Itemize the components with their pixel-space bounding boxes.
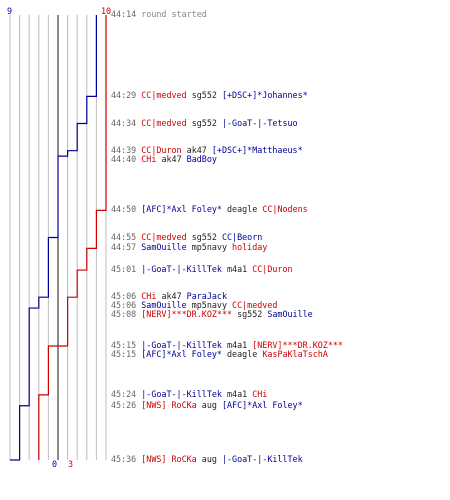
kill-feed-entry: 45:24 |-GoaT-|-KillTek m4a1 CHi [111,388,268,399]
victim-name: CC|Nodens [262,204,308,215]
kill-feed-entry: 45:06 CHi ak47 ParaJack [111,292,227,301]
victim-name: |-GoaT-|-Tetsuo [221,117,298,128]
victim-name: holiday [232,242,268,253]
weapon-name: m4a1 [227,388,248,399]
killer-name: [AFC]*Axl Foley* [141,204,222,215]
blue-team-alive-line [10,15,98,461]
kill-feed-entry: 44:34 CC|medved sg552 |-GoaT-|-Tetsuo [111,117,298,128]
kill-feed-entry: 44:55 CC|medved sg552 CC|Beorn [111,231,263,242]
team-alive-lines [10,15,107,461]
victim-name: CC|medved [232,300,278,311]
weapon-name: aug [201,399,217,410]
kill-feed-entry: 45:36 [NWS] RoCKa aug |-GoaT-|-KillTek [111,455,303,464]
victim-name: CHi [252,388,268,399]
kill-feed-entry: 44:57 SamOuille mp5navy holiday [111,243,267,252]
killer-name: |-GoaT-|-KillTek [141,264,222,275]
victim-name: [NERV]***DR.KOZ*** [252,340,343,351]
kill-feed-entry: 45:01 |-GoaT-|-KillTek m4a1 CC|Duron [111,265,293,274]
victim-name: CC|Duron [252,264,293,275]
killer-name: SamOuille [141,242,187,253]
kill-feed-entry: 44:39 CC|Duron ak47 [+DSC+]*Matthaeus* [111,144,303,155]
weapon-name: deagle [227,349,258,360]
weapon-name: sg552 [191,231,217,242]
red-team-start-count: 10 [101,6,112,16]
event-time: 45:24 [111,388,137,399]
killer-name: [NWS] RoCKa [141,399,197,410]
killer-name: CC|medved [141,231,187,242]
event-time: 45:06 [111,291,137,302]
event-time: 44:40 [111,153,137,164]
victim-name: [AFC]*Axl Foley* [221,399,303,410]
weapon-name: sg552 [191,90,217,101]
victim-name: [+DSC+]*Matthaeus* [211,144,303,155]
killer-name: [NERV]***DR.KOZ*** [141,309,233,320]
event-time: 44:39 [111,144,137,155]
event-time: 45:01 [111,264,137,275]
kill-feed-entry: 44:40 CHi ak47 BadBoy [111,153,217,164]
event-time: 45:26 [111,399,137,410]
blue-team-start-count: 9 [7,6,13,16]
kill-feed-entry: 45:15 [AFC]*Axl Foley* deagle KasPaKlaTs… [111,350,328,359]
event-time: 45:36 [111,454,137,464]
weapon-name: mp5navy [191,300,227,311]
killer-name: CHi [141,153,157,164]
kill-feed-entry: 44:50 [AFC]*Axl Foley* deagle CC|Nodens [111,205,308,214]
red-team-end-count: 3 [68,459,74,469]
kill-feed-entry: 45:15 |-GoaT-|-KillTek m4a1 [NERV]***DR.… [111,341,343,350]
weapon-name: sg552 [237,309,263,320]
blue-team-end-count: 0 [52,459,58,469]
red-team-alive-line [38,15,107,460]
killer-name: CC|medved [141,117,187,128]
kill-feed-entry: 45:08 [NERV]***DR.KOZ*** sg552 SamOuille [111,310,313,319]
victim-name: CC|Beorn [221,231,263,242]
kill-feed-entry: 45:26 [NWS] RoCKa aug [AFC]*Axl Foley* [111,399,303,410]
victim-name: SamOuille [267,309,313,320]
event-time: 44:29 [111,90,137,101]
event-time: 45:06 [111,300,137,311]
weapon-name: ak47 [186,144,207,155]
event-message: round started [141,9,207,19]
weapon-name: m4a1 [227,340,248,351]
weapon-name: deagle [227,204,258,215]
victim-name: KasPaKlaTschA [262,349,328,360]
kill-feed-entry: 44:29 CC|medved sg552 [+DSC+]*Johannes* [111,91,308,100]
event-time: 44:50 [111,204,137,215]
event-time: 44:57 [111,242,137,253]
kill-feed-entry: 45:06 SamOuille mp5navy CC|medved [111,301,277,310]
event-time: 45:08 [111,309,137,320]
killer-name: |-GoaT-|-KillTek [141,340,222,351]
killer-name: [NWS] RoCKa [141,454,197,464]
victim-name: |-GoaT-|-KillTek [221,454,303,464]
weapon-name: sg552 [191,117,217,128]
weapon-name: aug [201,454,217,464]
victim-name: BadBoy [186,153,217,164]
killer-name: CC|medved [141,90,187,101]
killer-name: |-GoaT-|-KillTek [141,388,222,399]
killer-name: SamOuille [141,300,187,311]
killer-name: CHi [141,291,157,302]
event-time: 45:15 [111,340,137,351]
weapon-name: ak47 [161,153,182,164]
killer-name: [AFC]*Axl Foley* [141,349,222,360]
event-time: 44:34 [111,117,137,128]
weapon-name: mp5navy [191,242,227,253]
weapon-name: ak47 [161,291,182,302]
event-time: 44:55 [111,231,137,242]
victim-name: ParaJack [186,291,228,302]
weapon-name: m4a1 [227,264,248,275]
event-time: 44:14 [111,9,137,19]
victim-name: [+DSC+]*Johannes* [221,90,308,101]
killer-name: CC|Duron [141,144,182,155]
kill-feed-entry: 44:14 round started [111,10,207,19]
event-time: 45:15 [111,349,137,360]
